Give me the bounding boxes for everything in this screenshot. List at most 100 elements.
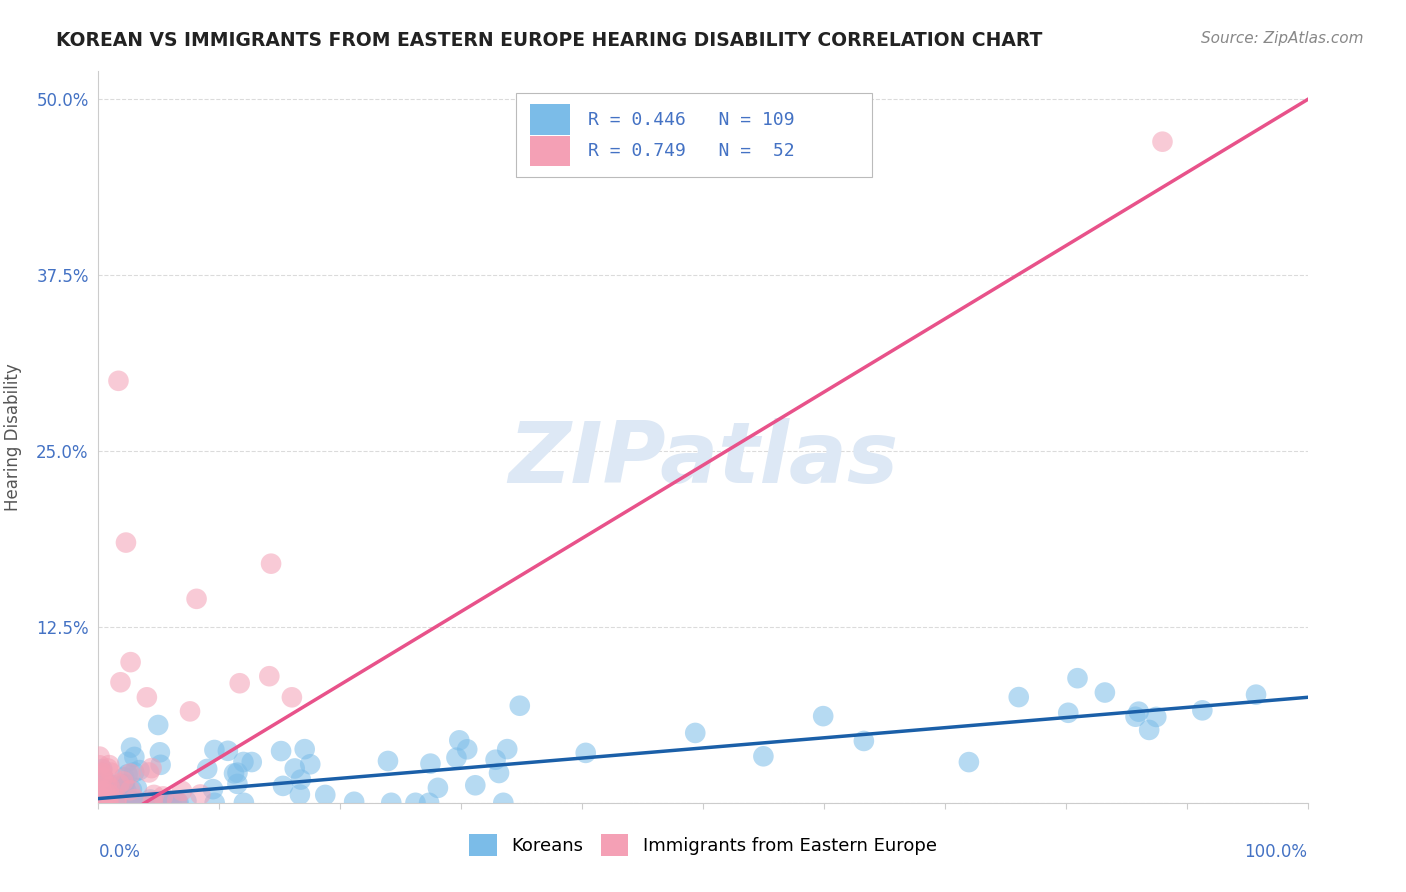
Point bbox=[232, 796, 254, 810]
Point bbox=[124, 792, 146, 806]
Point bbox=[100, 765, 122, 780]
Point bbox=[575, 746, 598, 760]
Point bbox=[683, 726, 706, 740]
Point bbox=[117, 755, 139, 769]
Point bbox=[1128, 705, 1150, 719]
Point bbox=[136, 796, 159, 810]
Point bbox=[226, 777, 249, 791]
Point bbox=[449, 733, 471, 747]
Point bbox=[811, 709, 834, 723]
Point bbox=[91, 796, 114, 810]
Point bbox=[124, 750, 146, 764]
Point bbox=[128, 763, 150, 777]
Point bbox=[138, 765, 160, 780]
Point bbox=[97, 796, 120, 810]
Point bbox=[117, 796, 139, 810]
Point bbox=[132, 796, 155, 810]
Point bbox=[91, 771, 114, 785]
Point bbox=[149, 745, 172, 759]
Point bbox=[167, 796, 190, 810]
Point bbox=[105, 791, 128, 805]
Point bbox=[179, 705, 201, 719]
Point bbox=[110, 796, 132, 810]
Point bbox=[90, 789, 112, 804]
Point bbox=[125, 780, 148, 795]
Point bbox=[957, 755, 980, 769]
Point bbox=[149, 757, 172, 772]
Text: 0.0%: 0.0% bbox=[98, 843, 141, 861]
Point bbox=[195, 762, 218, 776]
Point bbox=[110, 796, 132, 810]
Point bbox=[118, 793, 141, 807]
Legend: Koreans, Immigrants from Eastern Europe: Koreans, Immigrants from Eastern Europe bbox=[463, 827, 943, 863]
Point bbox=[91, 794, 114, 808]
Point bbox=[108, 777, 131, 791]
Point bbox=[110, 796, 132, 810]
Point bbox=[125, 794, 148, 808]
Point bbox=[90, 785, 112, 799]
Point bbox=[852, 734, 875, 748]
Point bbox=[222, 766, 245, 780]
Point bbox=[405, 796, 427, 810]
Point bbox=[89, 789, 111, 804]
Point bbox=[446, 750, 468, 764]
Point bbox=[98, 780, 121, 794]
Point bbox=[166, 794, 188, 808]
Point bbox=[232, 755, 254, 769]
FancyBboxPatch shape bbox=[530, 136, 569, 167]
Point bbox=[103, 783, 125, 797]
Point bbox=[98, 796, 121, 810]
Point bbox=[456, 742, 478, 756]
Point bbox=[176, 794, 198, 808]
Text: R = 0.749   N =  52: R = 0.749 N = 52 bbox=[588, 142, 794, 160]
Point bbox=[156, 796, 179, 810]
Point bbox=[98, 787, 121, 801]
Point bbox=[120, 766, 142, 780]
Point bbox=[204, 796, 226, 810]
Point bbox=[145, 795, 167, 809]
Point bbox=[1152, 135, 1174, 149]
Point bbox=[112, 774, 135, 789]
Point bbox=[120, 740, 142, 755]
Point bbox=[100, 796, 122, 810]
Text: 100.0%: 100.0% bbox=[1244, 843, 1308, 861]
Point bbox=[91, 781, 114, 796]
Point bbox=[484, 753, 506, 767]
Point bbox=[160, 796, 183, 810]
Point bbox=[204, 743, 226, 757]
Point bbox=[94, 773, 117, 788]
Point bbox=[1137, 723, 1160, 737]
Point bbox=[284, 762, 307, 776]
Point bbox=[91, 791, 114, 805]
Point bbox=[91, 766, 114, 780]
Point bbox=[170, 784, 193, 798]
FancyBboxPatch shape bbox=[530, 104, 569, 135]
Point bbox=[1094, 685, 1116, 699]
Text: Source: ZipAtlas.com: Source: ZipAtlas.com bbox=[1201, 31, 1364, 46]
Point bbox=[166, 796, 188, 810]
Point bbox=[294, 742, 316, 756]
Point bbox=[97, 794, 120, 808]
Y-axis label: Hearing Disability: Hearing Disability bbox=[4, 363, 22, 511]
Point bbox=[90, 794, 112, 808]
Point bbox=[142, 796, 165, 810]
Point bbox=[153, 796, 176, 810]
Point bbox=[114, 777, 136, 791]
Point bbox=[120, 655, 142, 669]
Point bbox=[89, 758, 111, 772]
Point bbox=[752, 749, 775, 764]
Point bbox=[98, 796, 121, 810]
Point bbox=[105, 794, 128, 808]
Point bbox=[419, 756, 441, 771]
Point bbox=[1191, 703, 1213, 717]
Point bbox=[240, 755, 263, 769]
Point bbox=[226, 765, 249, 780]
Point bbox=[139, 792, 162, 806]
Point bbox=[142, 794, 165, 808]
Point bbox=[426, 780, 449, 795]
Point bbox=[380, 796, 402, 810]
Point bbox=[1066, 671, 1088, 685]
Point bbox=[141, 761, 163, 775]
Point bbox=[110, 796, 132, 810]
Point bbox=[141, 796, 163, 810]
